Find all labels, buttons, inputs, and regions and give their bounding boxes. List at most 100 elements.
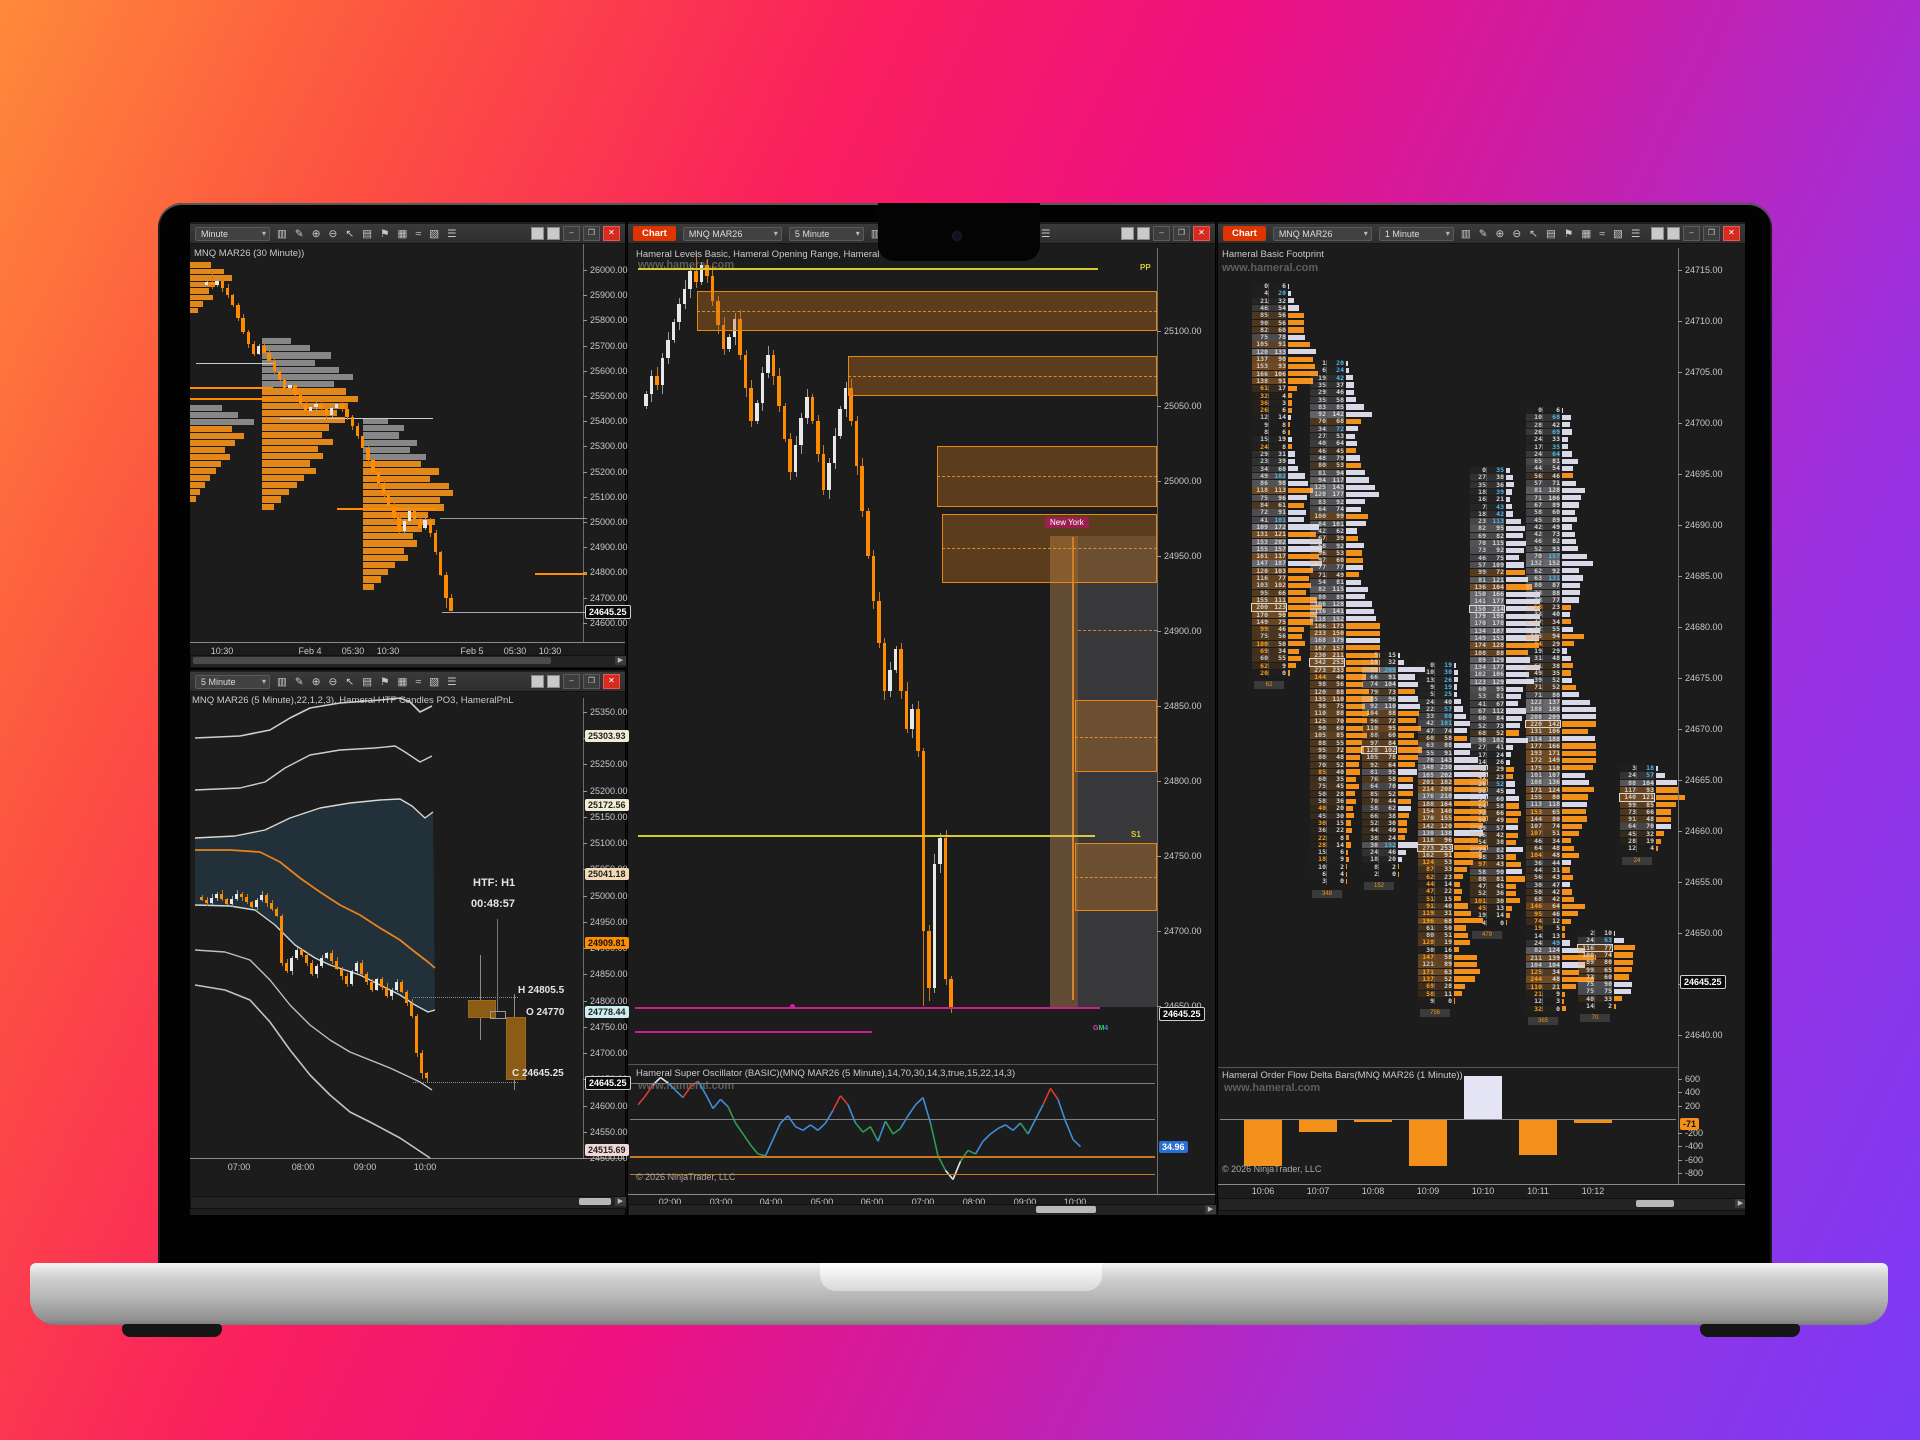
cursor-icon[interactable]: ↖ [1529,227,1538,240]
column-footer-badge: 62 [1254,681,1284,690]
data-box-icon[interactable]: ▤ [362,227,373,240]
interval-dropdown[interactable]: 5 Minute ▾ [195,674,270,689]
cursor-icon[interactable]: ↖ [345,675,355,688]
zoom-in-icon[interactable]: ⊕ [311,675,321,688]
chart-title: Hameral Basic Footprint [1222,249,1324,260]
window-buttons[interactable]: – ❐ ✕ [531,226,620,241]
flag-icon[interactable]: ⚑ [380,227,390,240]
h-scrollbar[interactable]: ▶ [190,655,627,668]
interval-dropdown[interactable]: 5 Minute ▾ [788,226,864,241]
scroll-right-icon[interactable]: ▶ [615,1197,626,1206]
level-line [196,363,273,364]
list-icon[interactable]: ☰ [447,675,457,688]
minimize-button[interactable]: – [563,226,580,241]
interval-dropdown[interactable]: 1 Minute ▾ [1378,226,1454,241]
watermark: www.hameral.com [1222,262,1319,274]
restore-button[interactable]: ❐ [1703,226,1720,241]
level-line [1220,1119,1676,1120]
instrument-dropdown[interactable]: MNQ MAR26 ▾ [682,226,782,241]
layout-icon[interactable] [531,675,544,688]
layout-icon[interactable] [1121,227,1134,240]
zoom-out-icon[interactable]: ⊖ [1512,227,1522,240]
layout-icon[interactable] [1667,227,1680,240]
column-footer-badge: 70 [1580,1014,1610,1023]
toolbar-icons[interactable]: ▥ ✎ ⊕ ⊖ ↖ ▤ ⚑ ▦ ≈ ▧ ☰ [277,228,457,240]
minimize-button[interactable]: – [1683,226,1700,241]
minimize-button[interactable]: – [1153,226,1170,241]
cursor-icon[interactable]: ↖ [345,227,355,240]
draw-icon[interactable]: ✎ [294,227,304,240]
h-scrollbar[interactable]: ▶ [628,1204,1217,1215]
zoom-in-icon[interactable]: ⊕ [1495,227,1505,240]
instrument-dropdown[interactable]: MNQ MAR26 ▾ [1272,226,1372,241]
restore-button[interactable]: ❐ [583,226,600,241]
level-line [280,418,433,419]
close-button[interactable]: ✕ [603,674,620,689]
level-line [440,518,587,519]
line-tool-icon[interactable]: ≈ [415,227,422,240]
scroll-right-icon[interactable]: ▶ [615,656,626,665]
axis-tick-label: 24900.00 [590,542,628,553]
restore-button[interactable]: ❐ [583,674,600,689]
zoom-in-icon[interactable]: ⊕ [311,227,321,240]
h-scrollbar[interactable]: ▶ [1218,1198,1745,1211]
list-icon[interactable]: ☰ [447,227,457,240]
layout-icon[interactable] [547,675,560,688]
toolbar-icons[interactable]: ▥ ✎ ⊕ ⊖ ↖ ▤ ⚑ ▦ ≈ ▧ ☰ [1461,228,1641,240]
level-line [190,387,273,389]
indicator-icon[interactable]: ▦ [397,227,408,240]
axis-tick-label: 24710.00 [1685,316,1723,326]
chart-layers: 26000.00 25900.00 25800.00 25700.00 25600.00… [190,222,1745,1215]
h-scrollbar[interactable]: ▶ [190,1196,627,1209]
scroll-right-icon[interactable]: ▶ [1205,1205,1216,1214]
data-box-icon[interactable]: ▤ [1545,227,1556,240]
axis-tick-label: 400 [1685,1087,1701,1097]
level-line [638,268,1098,270]
chart-type-icon[interactable]: ▥ [277,227,287,240]
price-axis [1157,248,1158,1194]
layout-icon[interactable] [1137,227,1150,240]
close-button[interactable]: ✕ [1193,226,1210,241]
zoom-out-icon[interactable]: ⊖ [328,227,338,240]
list-icon[interactable]: ☰ [1630,227,1641,240]
window-buttons[interactable]: – ❐ ✕ [531,674,620,689]
axis-tick-label: 24680.00 [1685,622,1723,632]
chart-type-icon[interactable]: ▥ [277,675,287,688]
time-tick-label: 10:30 [538,646,562,656]
time-axis [1218,1184,1745,1185]
data-box-icon[interactable]: ▤ [362,675,373,688]
layout-icon[interactable] [531,227,544,240]
draw-icon[interactable]: ✎ [294,675,304,688]
flag-icon[interactable]: ⚑ [1563,227,1574,240]
flag-icon[interactable]: ⚑ [380,675,390,688]
axis-tick-label: 25200.00 [590,466,628,477]
indicator-icon[interactable]: ▦ [397,675,408,688]
indicator-icon[interactable]: ▦ [1581,227,1592,240]
toolbar-icons[interactable]: ▥ ✎ ⊕ ⊖ ↖ ▤ ⚑ ▦ ≈ ▧ ☰ [277,676,457,688]
interval-dropdown[interactable]: Minute ▾ [195,226,270,241]
copyright: © 2026 NinjaTrader, LLC [636,1172,736,1182]
minimize-button[interactable]: – [563,674,580,689]
close-button[interactable]: ✕ [1723,226,1740,241]
window-buttons[interactable]: – ❐ ✕ [1121,226,1210,241]
close-button[interactable]: ✕ [603,226,620,241]
chart-type-icon[interactable]: ▥ [870,227,881,240]
zoom-out-icon[interactable]: ⊖ [328,675,338,688]
chart-title: MNQ MAR26 (5 Minute),22,1,2,3), Hameral … [192,695,514,706]
layout-icon[interactable] [547,227,560,240]
axis-tick-label: 26000.00 [590,265,628,275]
chart-type-icon[interactable]: ▥ [1460,227,1471,240]
restore-button[interactable]: ❐ [1173,226,1190,241]
line-tool-icon[interactable]: ≈ [415,675,422,688]
scroll-right-icon[interactable]: ▶ [1735,1199,1745,1208]
list-icon[interactable]: ☰ [1040,227,1051,240]
grid-icon[interactable]: ▧ [429,227,440,240]
layout-icon[interactable] [1651,227,1664,240]
grid-icon[interactable]: ▧ [1613,227,1623,240]
tab-chart[interactable]: Chart [633,226,676,241]
line-tool-icon[interactable]: ≈ [1599,227,1606,240]
draw-icon[interactable]: ✎ [1478,227,1488,240]
grid-icon[interactable]: ▧ [429,675,440,688]
window-buttons[interactable]: – ❐ ✕ [1651,226,1740,241]
tab-chart[interactable]: Chart [1223,226,1266,241]
